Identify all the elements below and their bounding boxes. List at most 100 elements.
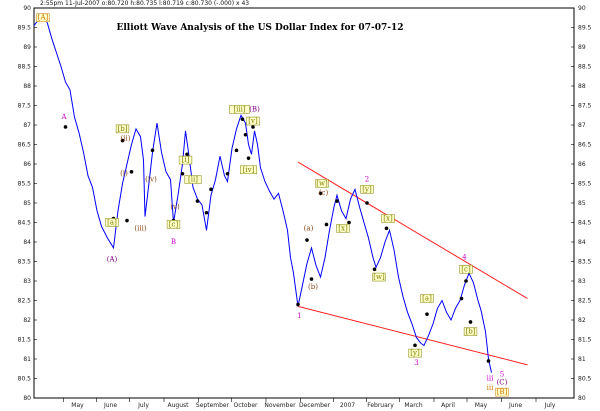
wave-label: iii	[487, 374, 494, 382]
wave-label-group: (ii)	[121, 135, 131, 143]
x-tick-label: September	[196, 402, 230, 409]
x-tick-label: 2007	[340, 402, 355, 409]
wave-label-group: (iii)	[134, 224, 146, 232]
wave-label: 5	[500, 371, 504, 379]
x-tick-label: July	[137, 402, 149, 409]
wave-label-box	[105, 218, 119, 227]
pivot-marker	[240, 117, 245, 121]
wave-label-group: [c]	[166, 220, 181, 229]
y-tick-label-left: 86.5	[18, 142, 32, 149]
pivot-marker	[335, 199, 339, 203]
pivot-marker	[180, 171, 185, 176]
wave-label-group: (c)	[319, 189, 329, 197]
y-axis-right: 90 89.5 89 88.5 88 87.5 87 86.5 86 85.5 85 84.5 84 83…	[571, 5, 592, 402]
pivot-marker	[318, 191, 323, 196]
wave-label: [iv]	[243, 166, 255, 174]
pivot-marker	[486, 359, 491, 363]
y-tick-label-left: 83.5	[18, 259, 32, 266]
y-tick-label-right: 85	[578, 200, 586, 207]
wave-label-group: 3	[414, 359, 418, 367]
wave-label-box	[360, 185, 374, 194]
wave-label-group: [c]	[459, 265, 473, 274]
pivot-marker	[150, 148, 155, 153]
y-tick-label-left: 81.5	[18, 337, 32, 344]
wave-label: [iii]	[233, 105, 245, 113]
wave-label-group: [x]	[381, 214, 395, 223]
wave-label: [c]	[169, 220, 179, 228]
y-tick-label-right: 80.5	[578, 376, 592, 383]
wave-label-box	[115, 124, 130, 134]
y-axis-left: 90 89.5 89 88.5 88 87.5 87 86.5 86 85.5 85 84.5 84 83…	[18, 5, 37, 402]
pivot-marker	[63, 125, 68, 129]
wave-label: [w]	[373, 273, 385, 281]
wave-labels: [A] A (A) [a] [b] (ii) (i) (iii) (iv) [c] (v) B [i] […	[36, 13, 509, 397]
y-tick-label-left: 89	[23, 44, 31, 51]
wave-label-group: (A)	[107, 256, 118, 264]
wave-label: (A)	[107, 256, 118, 264]
wave-label: A	[60, 113, 67, 121]
wave-label: iii	[487, 384, 494, 392]
y-tick-label-right: 86.5	[578, 142, 592, 149]
trendline	[297, 161, 528, 299]
wave-label: 4	[462, 254, 467, 262]
y-tick-label-right: 90	[578, 5, 586, 12]
y-tick-label-left: 80.5	[18, 376, 32, 383]
wave-label-group: (iv)	[145, 176, 157, 184]
x-tick-label: April	[441, 402, 455, 409]
pivot-marker	[296, 302, 300, 307]
pivot-marker	[234, 148, 239, 153]
y-tick-label-left: 88	[23, 83, 31, 90]
wave-label: (a)	[304, 224, 314, 232]
wave-label: (c)	[319, 189, 329, 197]
price-series-line	[33, 12, 492, 373]
wave-label-group: [iii]	[229, 105, 250, 114]
y-tick-label-right: 86	[578, 161, 586, 168]
wave-label-group: [a]	[420, 294, 434, 303]
wave-label: 1	[297, 312, 301, 320]
pivot-marker	[125, 218, 129, 223]
wave-label: (i)	[120, 170, 128, 178]
y-tick-label-left: 88.5	[18, 64, 32, 71]
wave-label-group: (b)	[308, 283, 318, 291]
wave-label: [A]	[38, 14, 49, 22]
wave-label: (B)	[249, 105, 260, 113]
pivot-marker	[305, 238, 309, 242]
y-tick-label-right: 83.5	[578, 259, 592, 266]
wave-label: [v]	[248, 117, 258, 125]
wave-label-group: 2	[365, 176, 369, 184]
wave-label: (C)	[497, 378, 508, 386]
wave-label-box	[315, 179, 329, 188]
wave-label-box	[408, 348, 422, 358]
wave-label-group: (B)	[249, 105, 260, 113]
y-tick-label-left: 83	[23, 278, 31, 285]
wave-label: (iii)	[134, 224, 146, 232]
pivot-marker	[468, 320, 473, 324]
wave-label: [a]	[107, 218, 117, 226]
y-tick-label-right: 81.5	[578, 337, 592, 344]
pivot-marker	[365, 201, 369, 205]
wave-label: [b]	[118, 125, 128, 133]
wave-label-box	[463, 327, 478, 336]
wave-label-box	[381, 214, 395, 223]
y-tick-label-left: 82	[23, 317, 31, 324]
y-tick-label-right: 87.5	[578, 103, 592, 110]
wave-label-box	[336, 224, 350, 233]
trendline	[297, 305, 528, 366]
pivot-marker	[464, 279, 468, 283]
x-tick-label: May	[71, 402, 84, 409]
y-tick-label-left: 85	[23, 200, 31, 207]
trendlines	[297, 161, 528, 366]
wave-label-box	[372, 272, 386, 282]
pivot-marker	[425, 312, 429, 316]
pivot-marker	[120, 138, 125, 143]
y-tick-label-right: 83	[578, 278, 586, 285]
wave-label-group: (C)	[497, 378, 508, 386]
wave-label-group: 4	[462, 254, 467, 262]
y-tick-label-left: 86	[23, 161, 31, 168]
y-tick-label-right: 84.5	[578, 220, 592, 227]
wave-label: [i]	[182, 156, 190, 164]
wave-label-box	[459, 265, 473, 274]
pivot-marker	[204, 210, 209, 215]
y-tick-label-right: 81	[578, 356, 586, 363]
pivot-marker	[209, 187, 213, 192]
